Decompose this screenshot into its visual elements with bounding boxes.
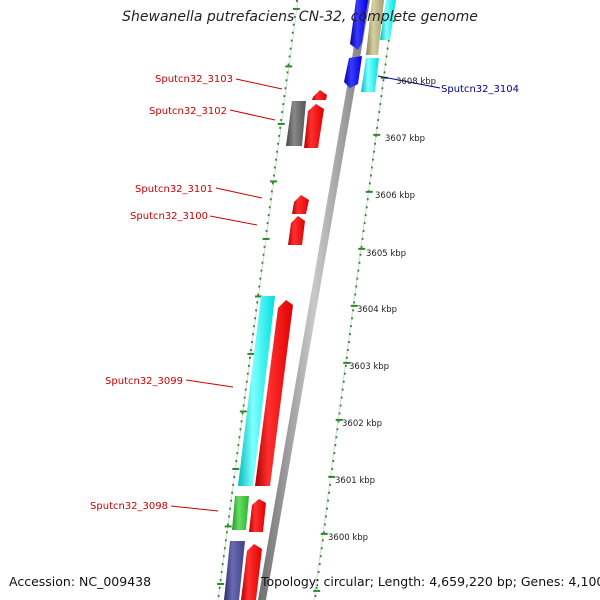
genome-title: Shewanella putrefaciens CN-32, complete …: [122, 9, 478, 25]
gene-label-Sputcn32_3101[interactable]: Sputcn32_3101: [135, 184, 213, 195]
gene-label-Sputcn32_3099[interactable]: Sputcn32_3099: [105, 376, 183, 387]
gene-arrow-Sputcn32_3101[interactable]: [292, 195, 309, 214]
gene-label-Sputcn32_3100[interactable]: Sputcn32_3100: [130, 211, 208, 222]
scale-label-3602: 3602 kbp: [342, 419, 382, 429]
scale-label-3601: 3601 kbp: [335, 476, 375, 486]
leader-Sputcn32_3102: [229, 109, 276, 121]
gene-arrow-Sputcn32_3099[interactable]: [255, 300, 293, 486]
outer-tick-track: [314, 0, 395, 600]
gene-arrow-next-forward: [241, 544, 262, 600]
gene-label-Sputcn32_3103[interactable]: Sputcn32_3103: [155, 74, 233, 85]
feature-cds-blue-reverse: [344, 56, 362, 88]
scale-label-3607: 3607 kbp: [385, 134, 425, 144]
genome-backbone: [258, 0, 370, 600]
gene-arrow-Sputcn32_3104[interactable]: [361, 58, 379, 92]
gene-arrow-Sputcn32_3098[interactable]: [249, 499, 266, 532]
gene-label-Sputcn32_3098[interactable]: Sputcn32_3098: [90, 501, 168, 512]
leader-Sputcn32_3100: [209, 215, 258, 226]
gene-arrow-Sputcn32_3103[interactable]: [312, 90, 327, 100]
scale-label-3605: 3605 kbp: [366, 249, 406, 259]
accession-label: Accession: NC_009438: [9, 574, 152, 589]
scale-label-3608: 3608 kbp: [396, 77, 436, 87]
genome-summary: Topology: circular; Length: 4,659,220 bp…: [261, 574, 600, 589]
leader-Sputcn32_3104: [377, 75, 441, 89]
scale-label-3604: 3604 kbp: [357, 305, 397, 315]
gene-arrow-Sputcn32_3102[interactable]: [304, 104, 324, 148]
inner-major-ticks: [217, 7, 300, 585]
gene-label-Sputcn32_3102[interactable]: Sputcn32_3102: [149, 106, 227, 117]
feature-cds-cyan-top: [380, 0, 396, 40]
feature-cds-cyan-large: [238, 296, 275, 486]
feature-cds-purple: [224, 541, 245, 600]
gene-label-Sputcn32_3104[interactable]: Sputcn32_3104: [441, 84, 519, 95]
scale-label-3606: 3606 kbp: [375, 191, 415, 201]
inner-tick-track: [217, 0, 298, 600]
feature-cds-blue-top: [350, 0, 368, 50]
leader-Sputcn32_3098: [170, 505, 219, 512]
leader-Sputcn32_3101: [215, 187, 263, 199]
scale-label-3603: 3603 kbp: [349, 362, 389, 372]
gene-arrow-Sputcn32_3100[interactable]: [288, 216, 305, 245]
scale-label-3600: 3600 kbp: [328, 533, 368, 543]
leader-Sputcn32_3099: [185, 379, 234, 388]
feature-cds-tan-top: [366, 0, 384, 55]
feature-cds-green: [232, 496, 249, 530]
leader-Sputcn32_3103: [235, 78, 283, 90]
feature-cds-grey: [286, 101, 306, 146]
